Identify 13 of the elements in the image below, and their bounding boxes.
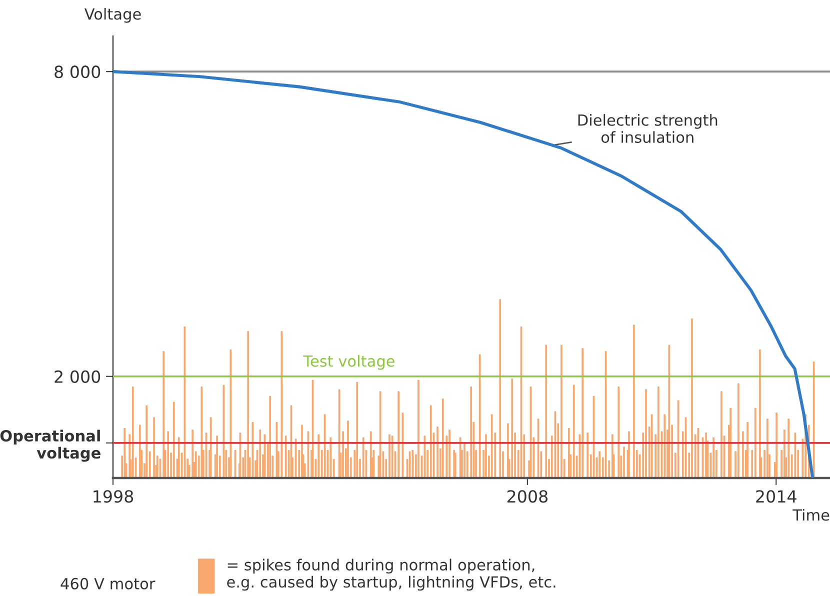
x-tick-label: 2014: [756, 490, 796, 503]
y-tick-label: 8 000: [54, 66, 100, 78]
x-axis-title: Time: [792, 508, 830, 521]
line-series: [113, 70, 814, 478]
y-tick-label: Operational voltage: [0, 430, 100, 462]
x-tick-label: 1998: [94, 490, 134, 503]
x-tick-label: 2008: [507, 490, 548, 503]
y-tick-label: 2 000: [54, 370, 100, 383]
legend-label: = spikes found during normal operation, e.g. caused by startup, lightning VFDs, etc.: [227, 558, 556, 591]
text: 460 V motor: [60, 578, 156, 590]
ref-line-label: Test voltage: [303, 355, 394, 370]
y-axis-title: Voltage: [84, 8, 141, 23]
annotation: Dielectric strength of insulation: [578, 114, 718, 143]
